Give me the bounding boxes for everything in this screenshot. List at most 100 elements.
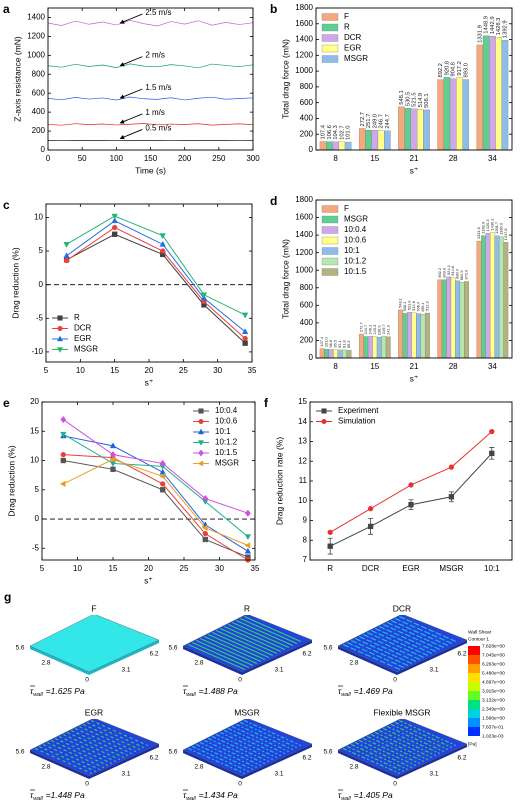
- annotation-arrow: [119, 56, 143, 67]
- value-label: 107.4: [321, 124, 327, 139]
- x-tick-label: 21: [410, 362, 419, 371]
- y-tick-label: 1400: [27, 13, 45, 22]
- x-tick-label: 28: [449, 154, 458, 163]
- stripe: [34, 748, 93, 774]
- stripe: [74, 728, 133, 754]
- line: [47, 63, 254, 69]
- legend-swatch: [321, 55, 339, 63]
- axis-tick: 6.2: [302, 651, 311, 658]
- bar: [376, 337, 382, 359]
- marker: [242, 335, 248, 342]
- colorbar-label: 3.915e+00: [482, 688, 505, 694]
- x-tick-label: 28: [449, 362, 458, 371]
- marker: [60, 431, 67, 438]
- stripe: [187, 644, 246, 670]
- stripe: [362, 634, 421, 660]
- bar: [501, 39, 509, 151]
- plate-title: MSGR: [234, 707, 260, 717]
- axis-tick: 0: [393, 677, 397, 684]
- y-tick-label: 1800: [295, 195, 313, 204]
- bar: [404, 107, 412, 151]
- x-tick-label: 200: [178, 154, 192, 163]
- marker: [160, 487, 166, 493]
- y-axis-title: Total drag force (mN): [280, 239, 290, 319]
- marker: [197, 460, 204, 467]
- value-label: 548.1: [399, 90, 405, 105]
- marker: [63, 252, 70, 259]
- y-tick-label: 10: [30, 456, 39, 465]
- x-tick-label: EGR: [402, 564, 420, 573]
- x-tick-label: 10:1: [484, 564, 500, 573]
- value-label: 101.0: [324, 337, 329, 348]
- x-tick-label: 35: [251, 564, 260, 573]
- legend-swatch: [321, 247, 339, 255]
- bar: [494, 235, 500, 359]
- axis-tick: 2.8: [349, 660, 358, 667]
- bar: [495, 37, 502, 151]
- y-tick-label: 1600: [295, 19, 313, 28]
- legend-swatch: [321, 236, 339, 245]
- y-tick-label: 200: [32, 126, 46, 135]
- bar: [324, 348, 330, 359]
- legend-label: EGR: [344, 44, 362, 53]
- stripe: [370, 630, 429, 656]
- plate-title-bg: [87, 603, 101, 615]
- stripe: [70, 730, 129, 756]
- legend-label: Simulation: [338, 417, 375, 426]
- marker: [159, 240, 166, 247]
- bar: [476, 44, 484, 151]
- annotation: 2 m/s: [145, 51, 165, 60]
- value-label: 246.1: [367, 325, 372, 335]
- marker: [244, 542, 251, 549]
- annotation-arrow: [119, 113, 143, 124]
- legend-label: MSGR: [215, 459, 239, 468]
- value-label: 1331.9: [476, 227, 481, 239]
- legend-swatch: [321, 34, 339, 42]
- x-tick-label: 15: [110, 366, 119, 375]
- bar: [358, 333, 364, 359]
- stripe: [207, 634, 266, 660]
- stripe: [54, 738, 113, 764]
- panel-letter: d: [270, 194, 277, 208]
- marker: [57, 325, 63, 332]
- y-tick-label: 1600: [295, 213, 313, 222]
- value-label: 95.5: [333, 340, 338, 348]
- y-tick-label: 600: [300, 300, 314, 309]
- value-label: 880.4: [455, 268, 460, 279]
- colorbar-label: 2.349e+00: [482, 706, 505, 712]
- stripe: [90, 720, 149, 746]
- legend-label: 10:1.2: [344, 257, 367, 266]
- marker: [112, 231, 118, 237]
- marker: [56, 347, 64, 353]
- value-label: 1442.9: [490, 16, 496, 34]
- marker: [367, 523, 374, 530]
- value-label: 1380.0: [498, 222, 503, 235]
- colorbar-label: 5.480e+00: [482, 670, 505, 676]
- bar: [371, 130, 379, 151]
- value-label: 241.3: [385, 325, 390, 335]
- x-tick-label: 8: [333, 362, 338, 371]
- axis-tick: 5.6: [323, 645, 332, 652]
- tau-subscript: wall: [186, 796, 196, 802]
- annotation: 0.5 m/s: [145, 124, 171, 133]
- y-tick-label: 5: [39, 246, 44, 255]
- stripe: [199, 742, 258, 768]
- stripe: [235, 620, 294, 646]
- plate: [29, 717, 160, 777]
- legend-label: R: [74, 313, 80, 322]
- value-label: 892.2: [437, 268, 442, 278]
- marker: [367, 506, 374, 512]
- y-tick-label: 12: [298, 456, 307, 465]
- plot-frame: [45, 203, 253, 363]
- legend-swatch: [321, 23, 339, 32]
- value-label: 1428.3: [496, 18, 502, 36]
- legend-label: DCR: [74, 324, 92, 333]
- axis-tick: 2.8: [194, 764, 203, 771]
- bar: [416, 313, 421, 359]
- value-label: 104.3: [333, 125, 339, 140]
- plate: [337, 717, 468, 777]
- y-tick-label: 400: [300, 114, 314, 123]
- stripe: [394, 722, 453, 748]
- axis-tick: 5.6: [168, 749, 177, 756]
- panel-letter: c: [3, 198, 10, 212]
